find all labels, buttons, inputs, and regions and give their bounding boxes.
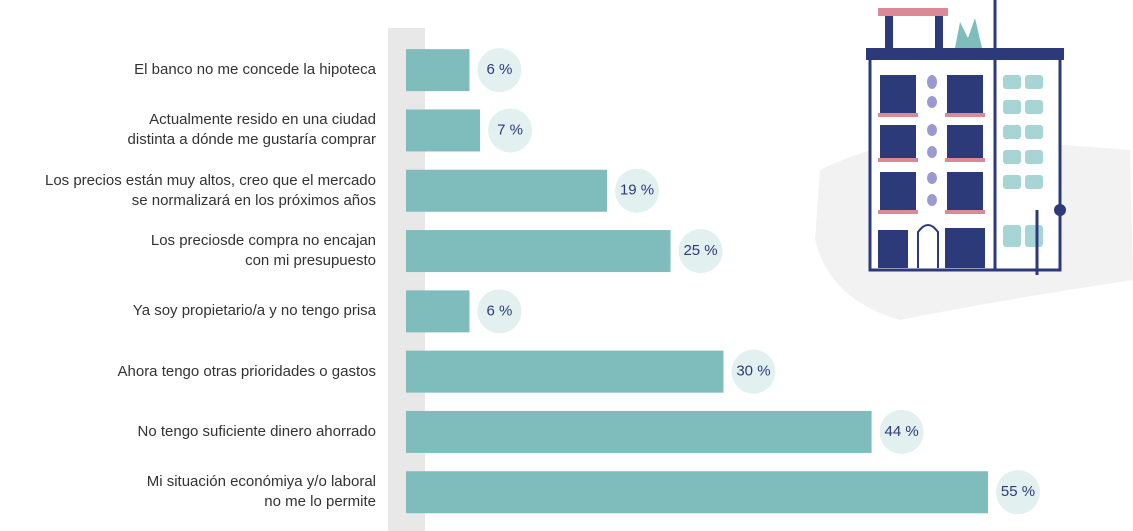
value-label: 6 % <box>487 61 513 78</box>
bar <box>406 290 469 332</box>
value-label: 55 % <box>1001 483 1035 500</box>
category-label: Los precios están muy altos, creo que el… <box>0 171 376 211</box>
value-label: 25 % <box>683 242 717 259</box>
value-label: 30 % <box>736 363 770 380</box>
bar <box>406 49 469 91</box>
bar <box>406 351 723 393</box>
bar <box>406 411 872 453</box>
category-label: Los preciosde compra no encajan con mi p… <box>0 231 376 271</box>
value-label: 6 % <box>487 302 513 319</box>
axis-band <box>388 28 425 531</box>
category-label: No tengo suficiente dinero ahorrado <box>0 422 376 442</box>
chart: 6 % 7 % 19 % 25 % 6 % 30 % 44 % 55 % El banco n… <box>0 0 1133 531</box>
category-label: Actualmente resido en una ciudad distint… <box>0 110 376 150</box>
bar <box>406 109 480 151</box>
category-label: Ahora tengo otras prioridades o gastos <box>0 362 376 382</box>
category-label: Mi situación económiya y/o laboral no me… <box>0 472 376 512</box>
bar <box>406 230 671 272</box>
building-illustration <box>815 0 1133 320</box>
value-label: 7 % <box>497 121 523 138</box>
category-label: Ya soy propietario/a y no tengo prisa <box>0 301 376 321</box>
bar <box>406 471 988 513</box>
category-label: El banco no me concede la hipoteca <box>0 60 376 80</box>
bar <box>406 170 607 212</box>
value-label: 44 % <box>884 423 918 440</box>
value-label: 19 % <box>620 182 654 199</box>
